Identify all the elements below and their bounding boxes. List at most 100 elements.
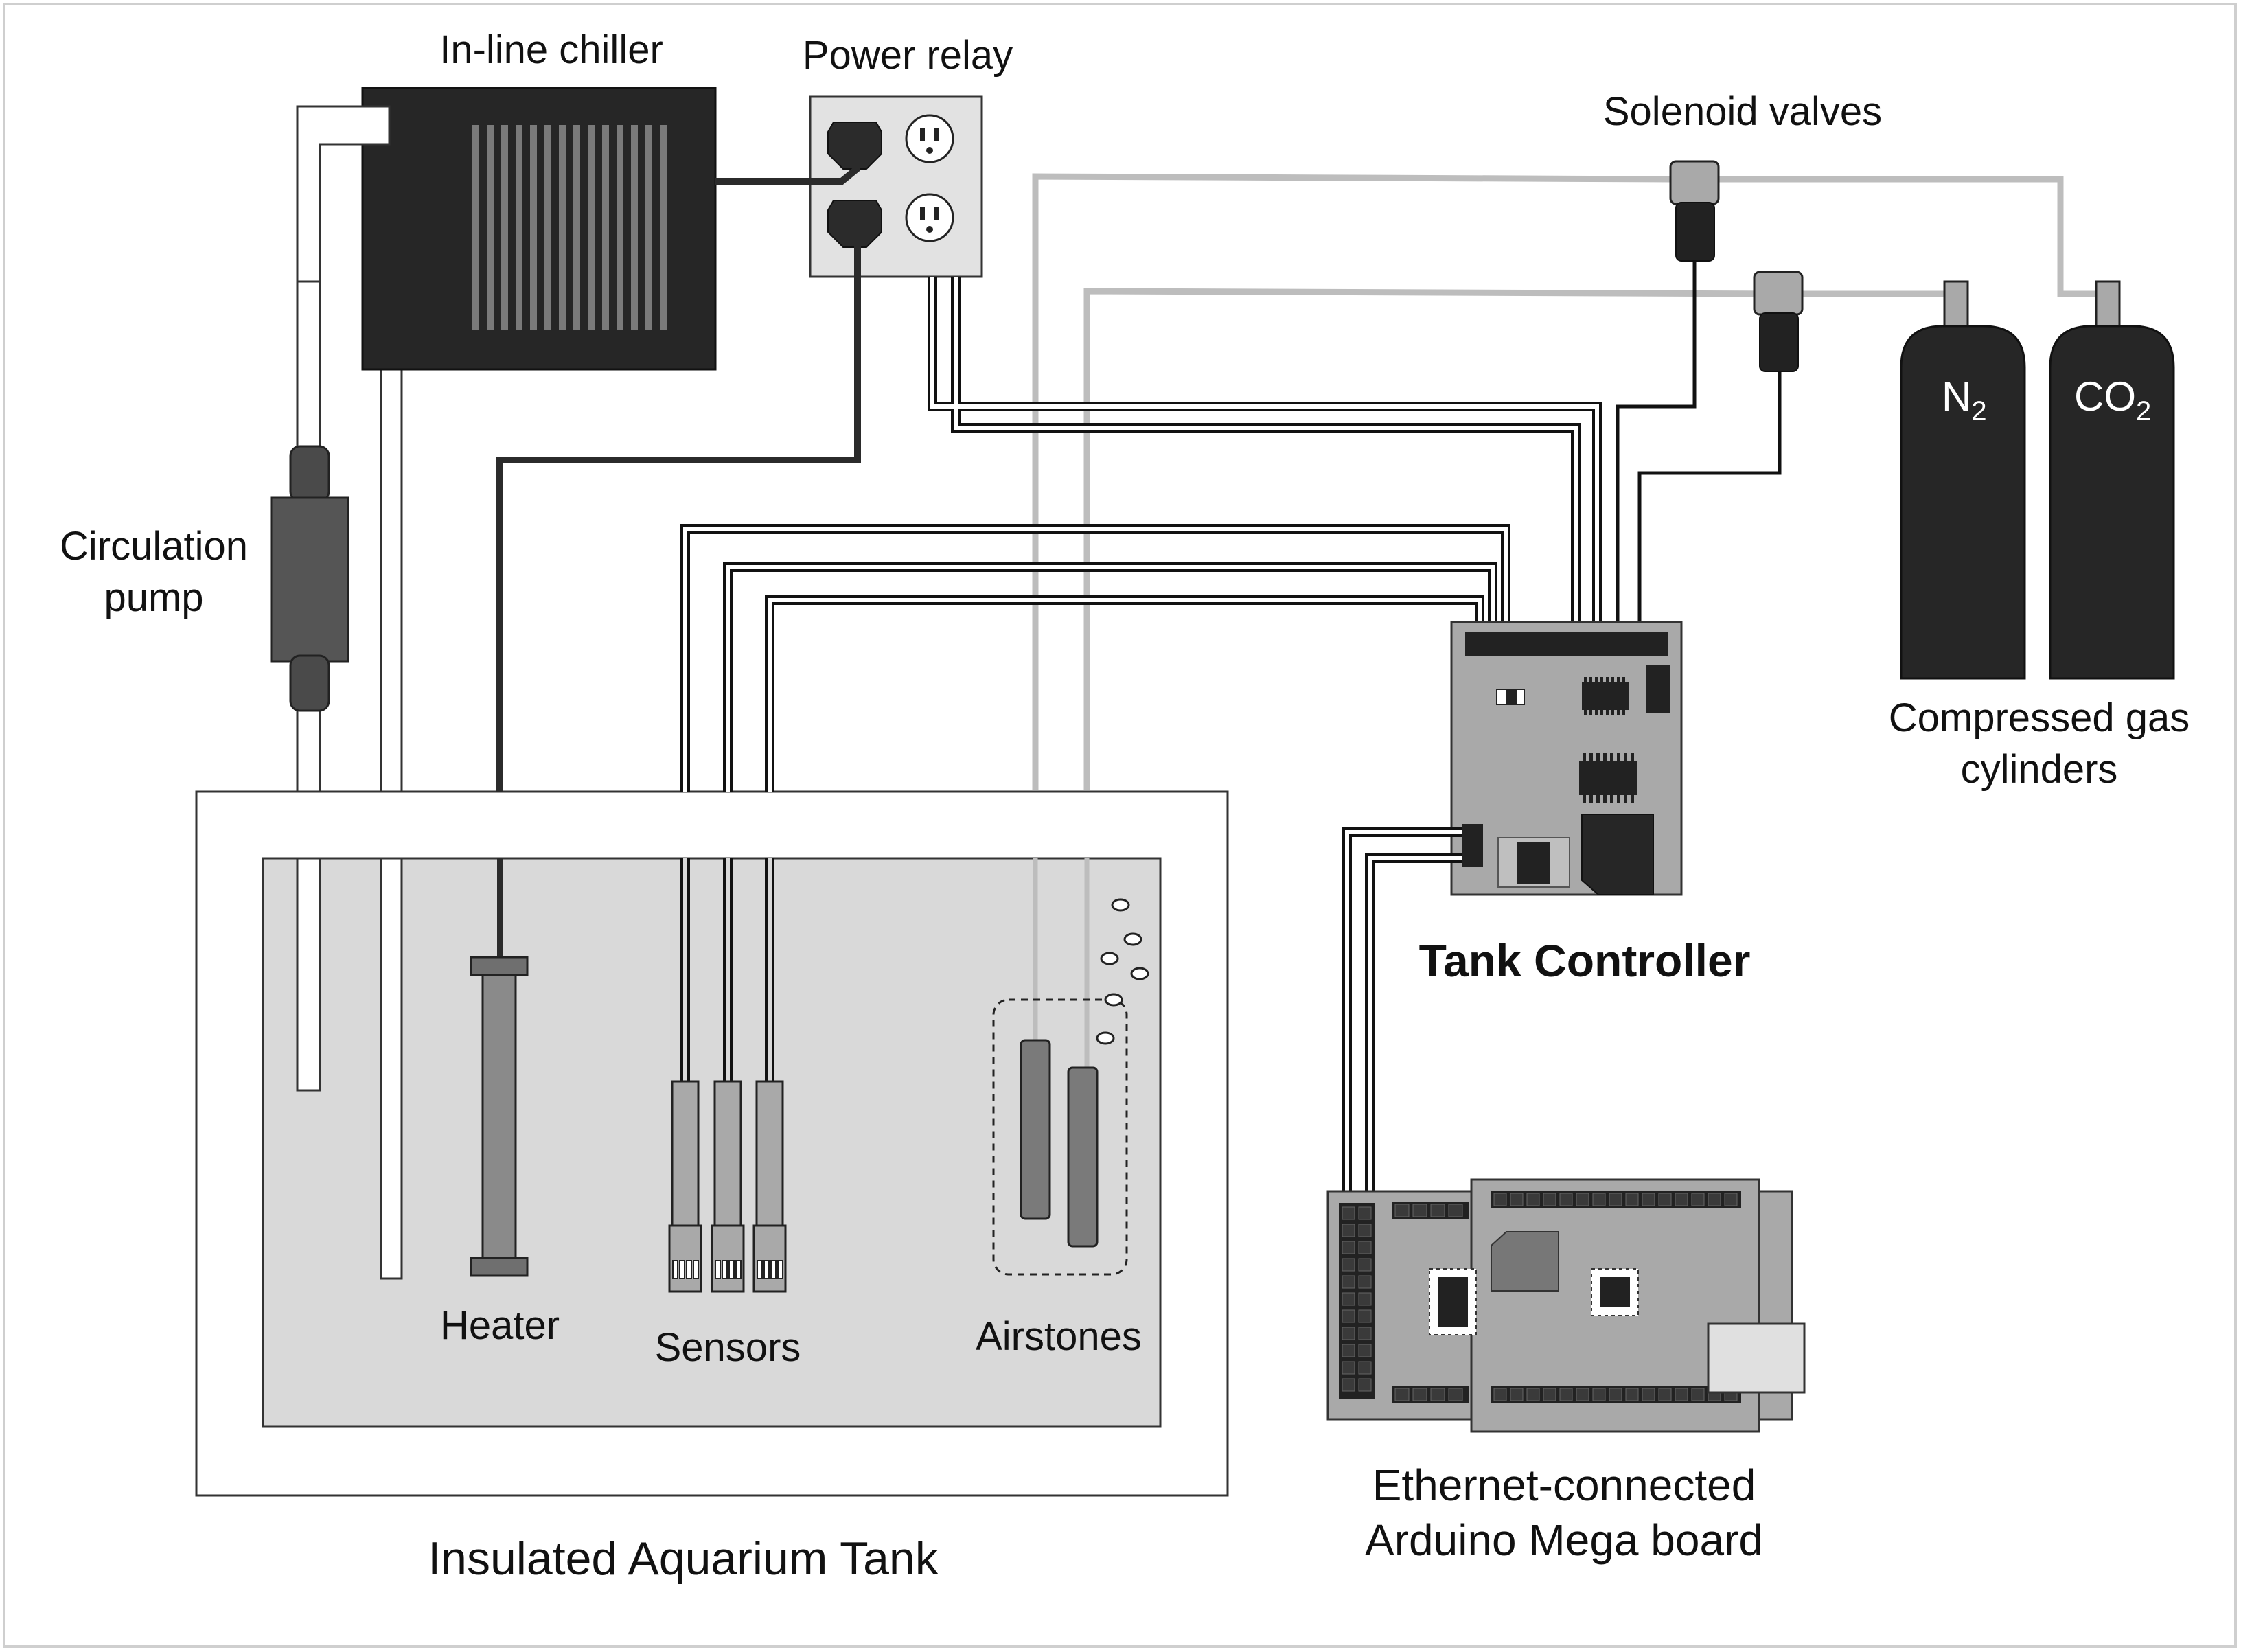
heater bbox=[470, 956, 529, 1277]
relay-label: Power relay bbox=[803, 33, 1013, 78]
chip-pin bbox=[1631, 753, 1634, 761]
intake-tube-submerged bbox=[296, 857, 321, 1092]
pump-bottom-fitting bbox=[289, 654, 330, 712]
header-pin bbox=[1609, 1388, 1622, 1401]
header-pin bbox=[1559, 1388, 1573, 1401]
relay-control-cables bbox=[928, 277, 1602, 632]
solenoid-cables bbox=[1616, 260, 1782, 632]
chiller-fin bbox=[573, 125, 580, 330]
chiller-fin bbox=[544, 125, 551, 330]
chip-pin bbox=[1611, 710, 1614, 715]
chiller-fin bbox=[472, 125, 479, 330]
chiller-fin bbox=[588, 125, 595, 330]
controller-chip-1 bbox=[1582, 682, 1629, 710]
header-pin bbox=[1576, 1193, 1589, 1206]
chip-pin bbox=[1589, 795, 1593, 803]
header-pin bbox=[1358, 1258, 1372, 1272]
sensor-probe-1 bbox=[668, 1080, 702, 1293]
sensors-label: Sensors bbox=[655, 1325, 801, 1370]
chip-pin bbox=[1583, 795, 1586, 803]
n2-cylinder bbox=[1900, 280, 2026, 680]
chip-pin bbox=[1624, 795, 1627, 803]
chiller-body bbox=[361, 87, 717, 371]
header-pin bbox=[1691, 1193, 1705, 1206]
relay-plug-1 bbox=[827, 122, 882, 170]
chiller-fin bbox=[559, 125, 566, 330]
chip-pin bbox=[1596, 795, 1600, 803]
sensor-probe-3 bbox=[752, 1080, 787, 1293]
controller-sd-slot bbox=[1581, 814, 1654, 895]
header-pin bbox=[1543, 1193, 1556, 1206]
cylinders-label-line2: cylinders bbox=[1961, 747, 2118, 792]
header-pin bbox=[1358, 1224, 1372, 1237]
chiller-fin bbox=[487, 125, 494, 330]
header-pin bbox=[1394, 1388, 1410, 1401]
header-pin bbox=[1559, 1193, 1573, 1206]
chip-pin bbox=[1624, 753, 1627, 761]
chip-pin bbox=[1596, 753, 1600, 761]
header-pin bbox=[1448, 1388, 1463, 1401]
chip-pin bbox=[1622, 677, 1625, 682]
header-pin bbox=[1358, 1309, 1372, 1323]
header-pin bbox=[1358, 1344, 1372, 1357]
chiller-fin bbox=[660, 125, 667, 330]
header-pin bbox=[1342, 1327, 1355, 1340]
labels: In-line chiller Power relay Solenoid val… bbox=[60, 27, 2190, 1585]
arduino-chip-2 bbox=[1591, 1268, 1639, 1316]
power-relay bbox=[809, 95, 983, 278]
header-pin bbox=[1625, 1193, 1639, 1206]
header-pin bbox=[1358, 1292, 1372, 1306]
chip-pin bbox=[1617, 795, 1620, 803]
header-pin bbox=[1658, 1388, 1672, 1401]
co2-cylinder bbox=[2049, 280, 2175, 680]
controller-header-strip bbox=[1465, 632, 1668, 656]
header-pin bbox=[1342, 1361, 1355, 1375]
header-pin bbox=[1342, 1275, 1355, 1289]
pump-body bbox=[270, 496, 349, 663]
header-pin bbox=[1342, 1309, 1355, 1323]
controller-ethernet-jack bbox=[1462, 824, 1483, 867]
airstone-bubble-zone bbox=[992, 998, 1128, 1276]
solenoid-valve-n2 bbox=[1753, 271, 1804, 372]
header-pin bbox=[1658, 1193, 1672, 1206]
chiller-fin bbox=[645, 125, 652, 330]
chip-pin bbox=[1622, 710, 1625, 715]
chip-pin bbox=[1589, 753, 1593, 761]
header-pin bbox=[1342, 1344, 1355, 1357]
gas-cylinders: N2 CO2 bbox=[1900, 280, 2175, 680]
header-pin bbox=[1342, 1224, 1355, 1237]
airstone-n2 bbox=[1067, 1066, 1099, 1248]
header-pin bbox=[1493, 1388, 1507, 1401]
header-pin bbox=[1358, 1361, 1372, 1375]
chip-pin bbox=[1589, 677, 1592, 682]
chiller-fin bbox=[501, 125, 508, 330]
header-pin bbox=[1642, 1388, 1655, 1401]
chip-pin bbox=[1584, 677, 1587, 682]
header-pin bbox=[1358, 1241, 1372, 1254]
pump-top-fitting bbox=[289, 445, 330, 503]
chip-pin bbox=[1603, 795, 1607, 803]
chip-pin bbox=[1610, 753, 1613, 761]
chiller-fins bbox=[472, 125, 667, 330]
chiller-fin bbox=[602, 125, 609, 330]
header-pin bbox=[1526, 1193, 1540, 1206]
chiller-fin bbox=[530, 125, 537, 330]
header-pin bbox=[1430, 1388, 1445, 1401]
airstones-label: Airstones bbox=[976, 1314, 1142, 1359]
header-pin bbox=[1708, 1193, 1721, 1206]
header-pin bbox=[1609, 1193, 1622, 1206]
header-pin bbox=[1675, 1388, 1688, 1401]
header-pin bbox=[1625, 1388, 1639, 1401]
pump-label-line1: Circulation bbox=[60, 524, 248, 569]
chip-pin bbox=[1603, 753, 1607, 761]
inline-chiller bbox=[296, 87, 717, 371]
cylinders-label-line1: Compressed gas bbox=[1889, 696, 2190, 740]
outlet-1-icon bbox=[905, 114, 954, 163]
chip-pin bbox=[1595, 677, 1598, 682]
chip-pin bbox=[1611, 677, 1614, 682]
header-pin bbox=[1448, 1204, 1463, 1217]
controller-connector bbox=[1646, 665, 1670, 713]
header-pin bbox=[1342, 1241, 1355, 1254]
tank-water bbox=[262, 857, 1162, 1428]
